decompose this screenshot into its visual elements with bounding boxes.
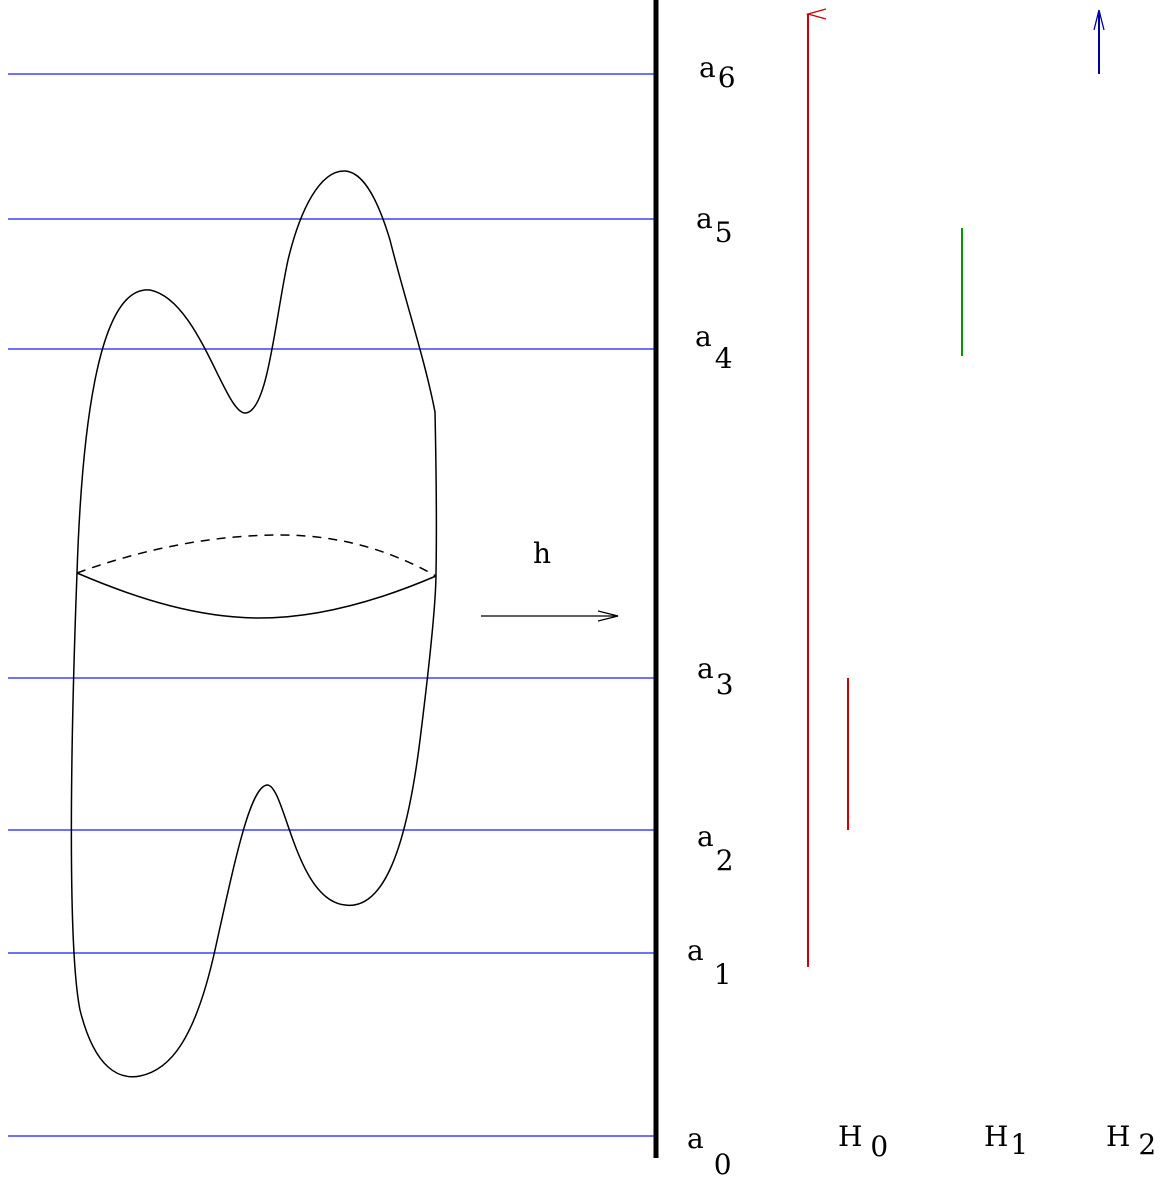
h2-arrowhead: [1093, 9, 1105, 31]
level-labels: a6 a5 a4 a3 a2 a1 a0: [687, 51, 736, 1181]
surface-shape: [70, 170, 438, 1078]
cross-section-front: [76, 572, 437, 619]
surface-outline: [70, 170, 438, 1078]
level-lines: [8, 73, 655, 1137]
barcode: [808, 9, 1105, 967]
homology-label-h1: H1: [984, 1120, 1028, 1161]
level-label-a4: a4: [695, 320, 733, 375]
cross-section-back: [76, 534, 437, 577]
level-label-a1: a1: [687, 934, 732, 991]
level-label-a5: a5: [696, 202, 733, 249]
level-label-a3: a3: [697, 652, 734, 701]
level-label-a6: a6: [699, 51, 736, 94]
level-label-a2: a2: [697, 820, 734, 877]
h-arrow-label: h: [533, 537, 551, 570]
level-label-a0: a0: [687, 1122, 732, 1181]
